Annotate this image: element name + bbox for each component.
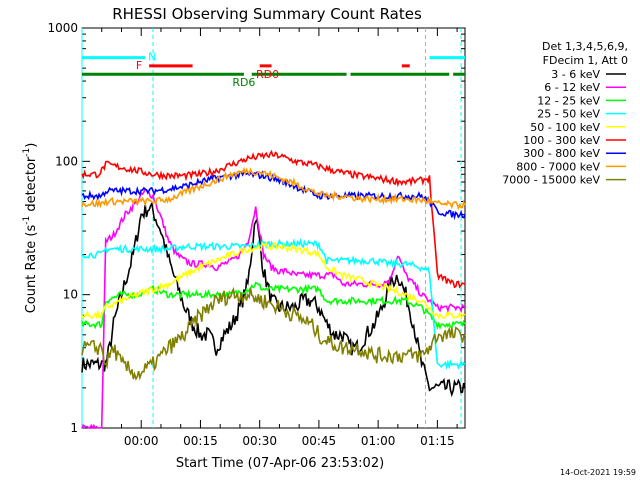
legend-label-6: 300 - 800 keV (523, 147, 600, 160)
y-axis-title-mid: detector (24, 156, 39, 216)
x-axis: 00:00 00:15 00:30 00:45 01:00 01:15 (101, 28, 458, 448)
legend-label-8: 7000 - 15000 keV (502, 174, 600, 187)
series-line-0 (81, 200, 466, 398)
legend-label-7: 800 - 7000 keV (516, 160, 600, 173)
x-tick-label: 01:00 (361, 434, 396, 448)
bar-label-f: F (136, 59, 142, 72)
y-tick-label: 10 (63, 288, 78, 302)
y-axis-title-end: ) (24, 143, 39, 148)
y-axis-title: Count Rate (s-1 detector-1) (22, 143, 39, 314)
y-axis-title-sup2: -1 (22, 148, 32, 157)
series-line-7 (81, 166, 466, 211)
y-tick-label: 100 (55, 154, 78, 168)
legend-label-5: 100 - 300 keV (523, 134, 600, 147)
series-group (81, 149, 466, 430)
legend-label-3: 25 - 50 keV (537, 108, 600, 121)
x-axis-title: Start Time (07-Apr-06 23:53:02) (176, 456, 384, 471)
bar-label-rd0: RD0 (256, 68, 279, 81)
legend-header-line2: FDecim 1, Att 0 (543, 54, 628, 67)
series-line-6 (81, 169, 466, 221)
legend-label-1: 6 - 12 keV (544, 81, 600, 94)
legend-label-2: 12 - 25 keV (537, 94, 600, 107)
x-tick-label: 00:00 (124, 434, 159, 448)
legend-label-0: 3 - 6 keV (551, 68, 600, 81)
series-line-4 (81, 242, 466, 321)
series-line-5 (81, 149, 466, 289)
x-tick-label: 00:30 (242, 434, 277, 448)
bar-label-rd6: RD6 (232, 76, 255, 89)
vertical-markers (81, 28, 462, 428)
y-axis-title-main: Count Rate (s (24, 225, 39, 314)
footer-date: 14-Oct-2021 19:59 (560, 468, 636, 477)
legend: Det 1,3,4,5,6,9, FDecim 1, Att 0 3 - 6 k… (502, 40, 628, 187)
x-tick-label: 00:45 (302, 434, 337, 448)
y-axis-title-sup1: -1 (22, 216, 32, 225)
legend-header-line1: Det 1,3,4,5,6,9, (542, 40, 628, 53)
x-tick-label: 01:15 (420, 434, 455, 448)
y-tick-label: 1000 (47, 21, 78, 35)
legend-label-4: 50 - 100 keV (530, 121, 600, 134)
chart-title: RHESSI Observing Summary Count Rates (112, 5, 422, 23)
series-line-8 (81, 286, 466, 381)
y-tick-label: 1 (70, 421, 78, 435)
x-tick-label: 00:15 (183, 434, 218, 448)
bar-label-n: N (148, 51, 156, 64)
y-axis: 1 10 100 1000 (47, 21, 465, 435)
